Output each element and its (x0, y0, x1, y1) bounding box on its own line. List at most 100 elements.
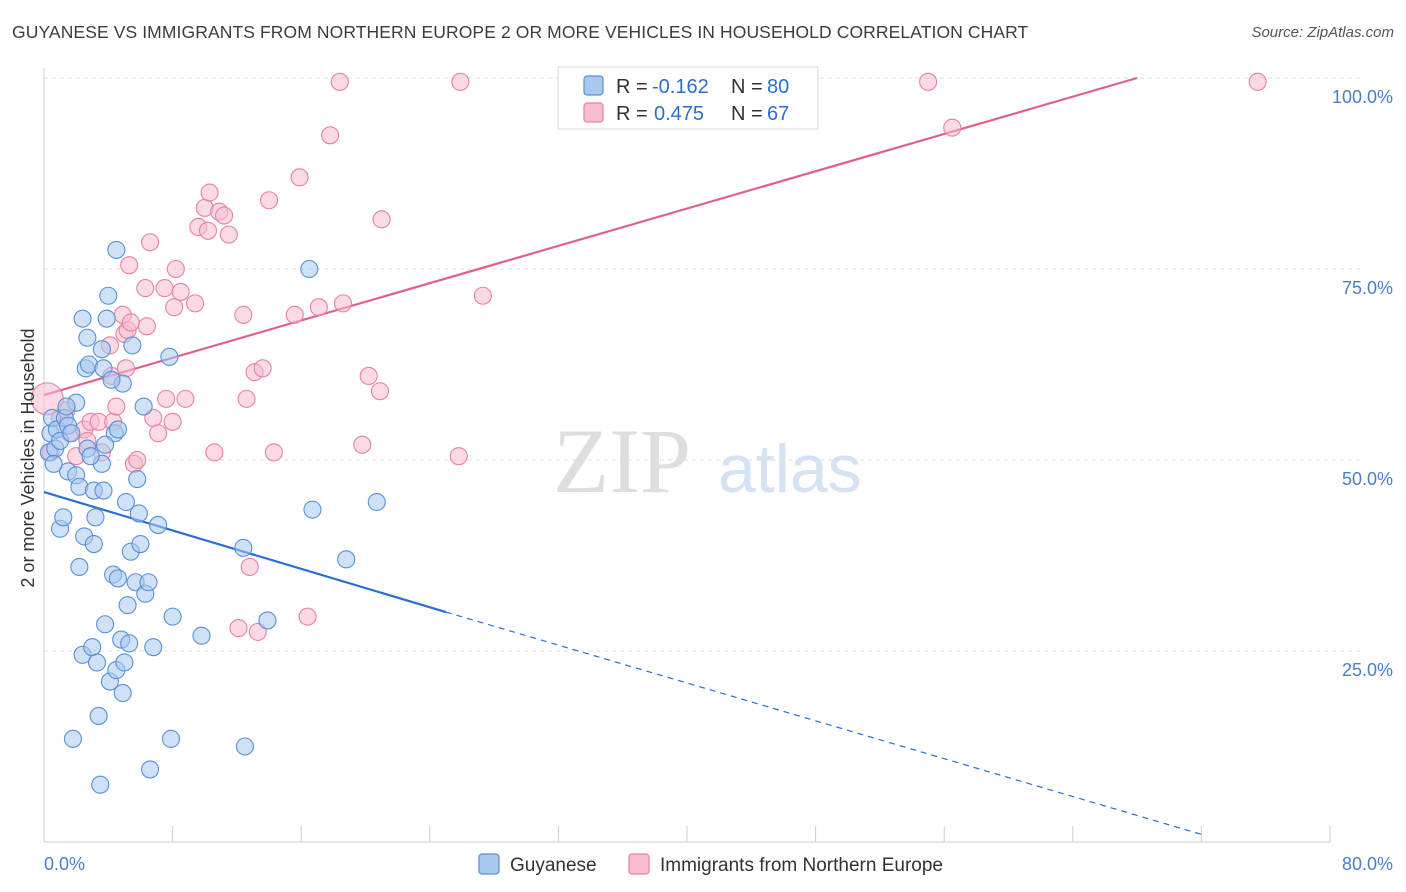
point-immigrants-38 (198, 221, 218, 240)
point-immigrants-42 (214, 206, 234, 225)
point-guyanese-26 (84, 534, 103, 554)
bottom-legend-swatch-immigrants (628, 853, 650, 875)
y-tick-labels: 25.0% 50.0% 75.0% 100.0% (1332, 87, 1393, 680)
point-immigrants-54 (290, 168, 309, 187)
point-immigrants-17 (116, 359, 136, 378)
point-immigrants-55 (298, 607, 317, 626)
point-guyanese-12 (63, 729, 82, 748)
point-guyanese-74 (57, 397, 76, 416)
trend-line-guyanese-extension (445, 611, 1202, 835)
point-immigrants-56 (309, 298, 328, 317)
watermark-zip: ZIP (553, 410, 691, 512)
point-guyanese-60 (141, 760, 160, 779)
point-immigrants-14 (107, 397, 126, 416)
point-immigrants-61 (359, 366, 378, 386)
point-immigrants-67 (919, 72, 938, 91)
bottom-legend-swatch-guyanese (478, 853, 500, 875)
point-immigrants-45 (234, 305, 253, 324)
point-guyanese-79 (96, 435, 115, 454)
point-guyanese-34 (94, 481, 113, 500)
point-immigrants-66 (473, 286, 492, 305)
point-guyanese-28 (87, 653, 107, 672)
grid-lines (44, 77, 1364, 652)
point-guyanese-29 (89, 706, 108, 725)
point-immigrants-40 (205, 443, 224, 462)
source-label: Source: ZipAtlas.com (1251, 24, 1394, 41)
point-guyanese-41 (107, 240, 126, 259)
point-guyanese-72 (367, 492, 386, 512)
point-guyanese-76 (102, 370, 121, 389)
x-tick-label-0: 0.0% (44, 854, 85, 874)
point-guyanese-73 (44, 454, 63, 473)
point-immigrants-58 (330, 72, 349, 91)
point-guyanese-24 (83, 638, 102, 657)
point-guyanese-37 (99, 286, 118, 305)
legend-r-value-1: -0.162 (652, 76, 709, 98)
x-tick-labels: 0.0% 80.0% (44, 854, 1393, 874)
point-immigrants-59 (333, 294, 353, 313)
point-guyanese-64 (163, 607, 182, 626)
point-guyanese-54 (128, 470, 147, 489)
y-tick-label-0: 25.0% (1342, 660, 1393, 680)
point-guyanese-57 (134, 397, 153, 416)
point-immigrants-39 (200, 183, 219, 202)
point-immigrants-68 (943, 118, 962, 137)
point-guyanese-43 (108, 420, 127, 439)
point-guyanese-48 (115, 653, 134, 672)
legend-r-label-1: R = (616, 76, 648, 98)
point-guyanese-16 (70, 557, 89, 577)
point-guyanese-55 (129, 504, 148, 523)
y-tick-label-3: 100.0% (1332, 87, 1393, 107)
point-immigrants-64 (451, 72, 470, 91)
point-immigrants-35 (186, 294, 205, 313)
point-immigrants-47 (240, 557, 259, 577)
point-immigrants-30 (163, 412, 182, 431)
point-immigrants-69 (1248, 72, 1267, 91)
point-immigrants-43 (219, 225, 238, 244)
legend-n-value-1: 80 (767, 76, 789, 98)
point-guyanese-62 (160, 347, 179, 366)
point-guyanese-50 (120, 634, 139, 653)
point-guyanese-70 (303, 500, 322, 519)
point-guyanese-35 (96, 615, 115, 634)
y-tick-label-1: 50.0% (1342, 469, 1393, 489)
point-immigrants-50 (253, 359, 272, 378)
point-guyanese-63 (161, 729, 181, 748)
point-guyanese-77 (116, 492, 136, 512)
point-immigrants-20 (121, 313, 140, 332)
point-immigrants-51 (259, 191, 279, 210)
point-guyanese-31 (92, 340, 111, 359)
point-guyanese-56 (131, 534, 150, 554)
legend: R = -0.162 N = 80 R = 0.475 N = 67 (557, 66, 819, 130)
y-axis-label: 2 or more Vehicles in Household (18, 328, 38, 587)
point-guyanese-36 (97, 309, 116, 328)
point-guyanese-47 (113, 683, 132, 703)
point-immigrants-46 (237, 389, 256, 408)
point-immigrants-57 (321, 126, 340, 145)
legend-r-label-2: R = (616, 103, 648, 125)
x-tick-label-1: 80.0% (1342, 854, 1393, 874)
point-guyanese-52 (123, 336, 142, 355)
point-immigrants-22 (128, 450, 147, 470)
point-immigrants-65 (449, 447, 468, 466)
point-guyanese-61 (144, 638, 163, 657)
legend-n-value-2: 67 (767, 103, 789, 125)
point-immigrants-32 (166, 259, 185, 279)
point-guyanese-71 (337, 550, 356, 569)
point-guyanese-44 (108, 569, 127, 588)
legend-swatch-guyanese (583, 75, 604, 96)
point-immigrants-34 (176, 389, 195, 408)
point-immigrants-29 (157, 389, 176, 408)
data-points (30, 72, 1267, 794)
point-immigrants-25 (141, 233, 160, 252)
bottom-legend: Guyanese Immigrants from Northern Europe (478, 853, 943, 876)
point-guyanese-78 (149, 515, 168, 534)
point-immigrants-60 (353, 435, 372, 454)
point-guyanese-21 (78, 328, 97, 347)
point-immigrants-23 (136, 279, 155, 298)
point-immigrants-53 (285, 305, 304, 324)
legend-r-value-2: 0.475 (654, 103, 704, 125)
point-immigrants-19 (120, 256, 139, 275)
point-guyanese-75 (81, 447, 100, 466)
chart-title: GUYANESE VS IMMIGRANTS FROM NORTHERN EUR… (12, 22, 1029, 42)
